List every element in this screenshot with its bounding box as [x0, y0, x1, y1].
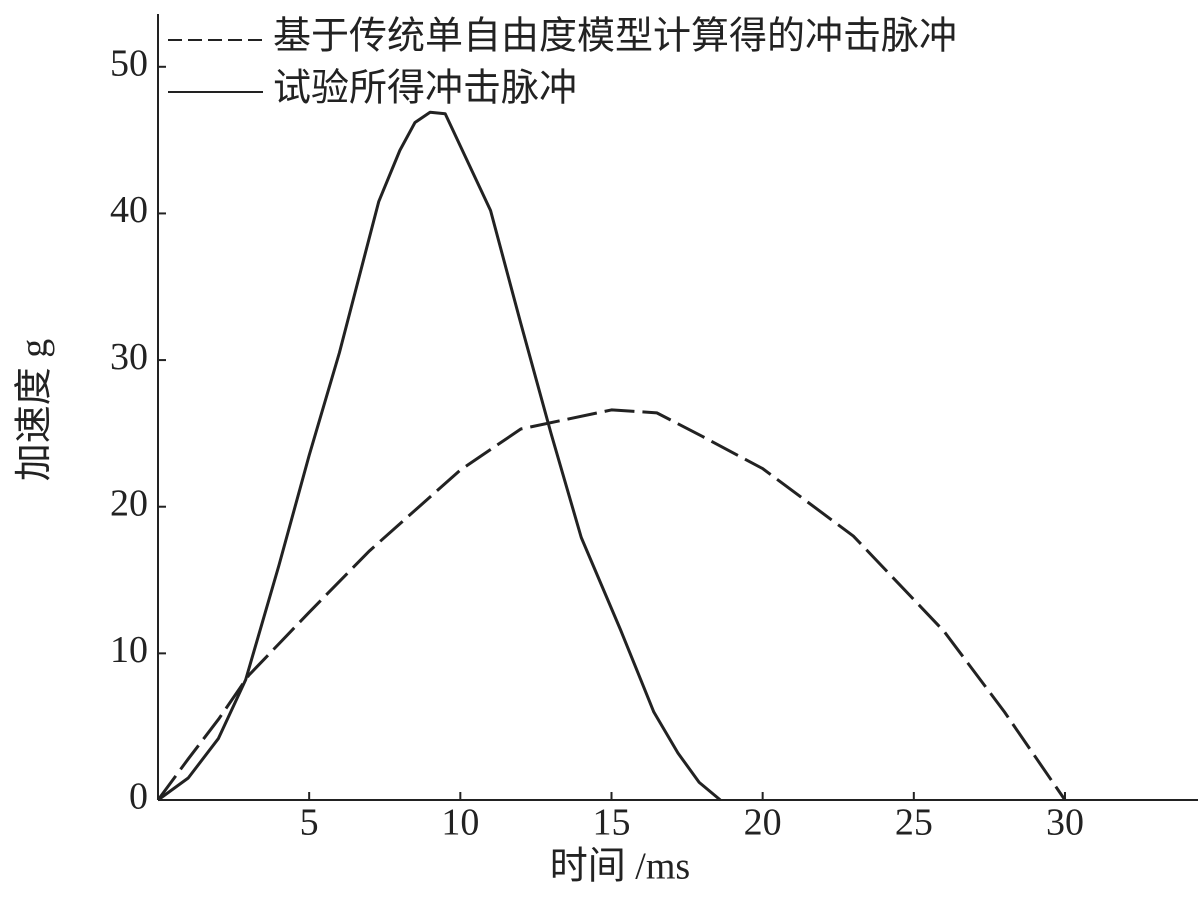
x-tick-label: 30 [1046, 802, 1084, 844]
x-tick-label: 25 [895, 802, 933, 844]
x-tick-label: 10 [441, 802, 479, 844]
y-tick-label: 0 [129, 776, 148, 818]
data-line [157, 110, 722, 802]
y-tick-label: 20 [110, 482, 148, 524]
x-tick-label: 15 [592, 802, 630, 844]
data-line [156, 408, 1067, 801]
y-tick-label: 50 [110, 43, 148, 85]
legend-label: 基于传统单自由度模型计算得的冲击脉冲 [273, 16, 957, 58]
x-tick-label: 5 [300, 802, 319, 844]
x-axis-label: 时间 /ms [550, 846, 690, 888]
x-tick-label: 20 [744, 802, 782, 844]
y-tick-label: 40 [110, 189, 148, 231]
legend-label: 试验所得冲击脉冲 [273, 68, 577, 110]
y-tick-label: 30 [110, 336, 148, 378]
y-axis-label: 加速度 g [14, 339, 56, 482]
y-tick-label: 10 [110, 629, 148, 671]
